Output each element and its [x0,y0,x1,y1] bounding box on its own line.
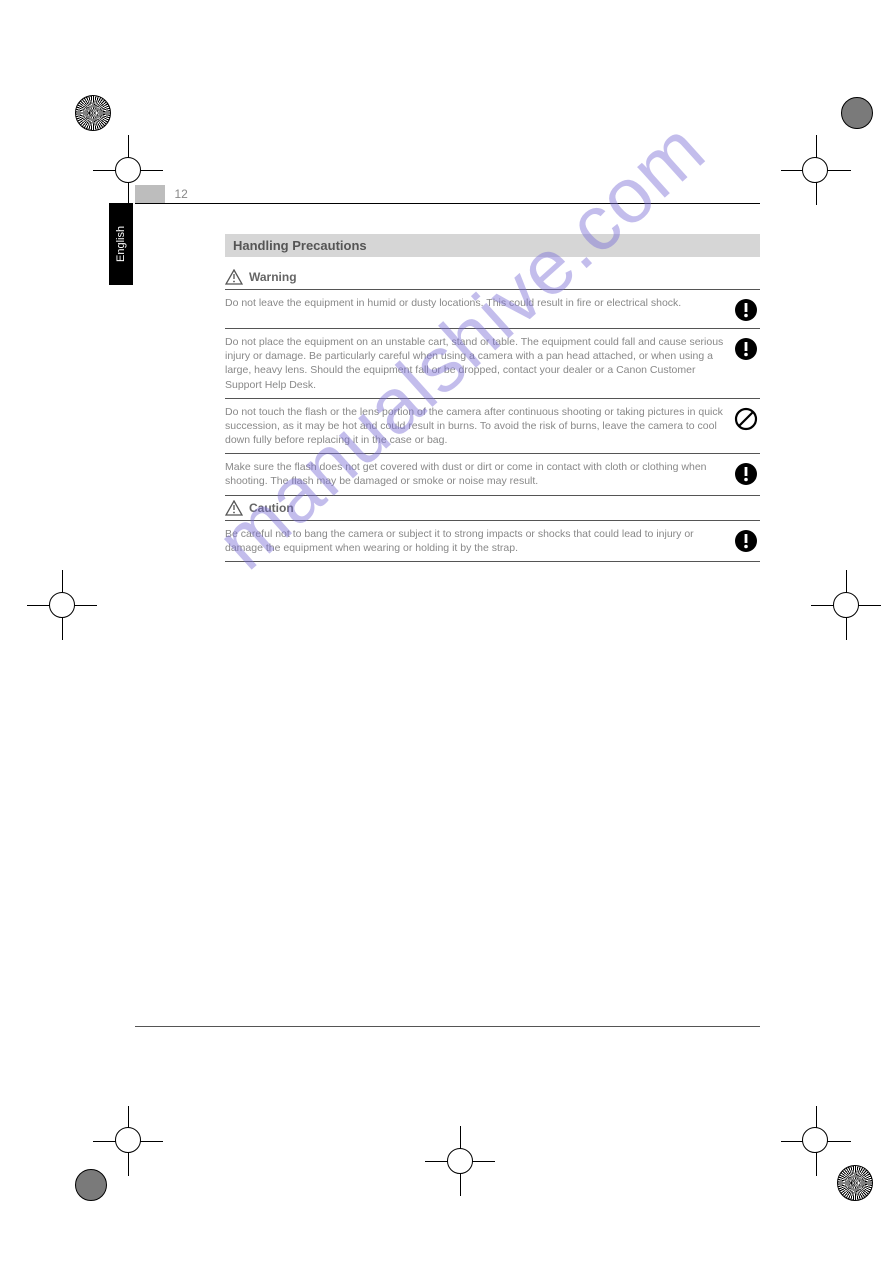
page-content: English 12 Handling Precautions Warning … [135,185,760,562]
mandatory-icon [734,335,760,392]
header-rule: 12 [135,185,760,204]
language-tab: English [109,203,133,285]
mandatory-icon [734,527,760,555]
caution-row: Be careful not to bang the camera or sub… [225,521,760,562]
crop-mark-bottom-left [55,1101,155,1201]
warning-row: Make sure the flash does not get covered… [225,454,760,495]
warning-triangle-icon [225,500,243,516]
section-title: Handling Precautions [225,234,760,257]
warning-text: Do not leave the equipment in humid or d… [225,296,724,322]
footer-rule [135,1026,760,1027]
crop-mark-top-right [773,95,873,195]
prohibit-icon [734,405,760,448]
warning-text: Do not place the equipment on an unstabl… [225,335,724,392]
crop-mark-top-left [55,95,155,195]
warning-label: Warning [249,270,297,284]
warning-triangle-icon [225,269,243,285]
warning-text: Do not touch the flash or the lens porti… [225,405,724,448]
crop-mark-mid-left [22,565,102,645]
warning-row: Do not touch the flash or the lens porti… [225,399,760,455]
mandatory-icon [734,296,760,322]
mandatory-icon [734,460,760,488]
crop-mark-bottom-center [420,1121,500,1201]
warning-row: Do not leave the equipment in humid or d… [225,290,760,329]
caution-header: Caution [225,496,760,521]
caution-label: Caution [249,501,294,515]
warning-header: Warning [225,265,760,290]
warning-text: Make sure the flash does not get covered… [225,460,724,488]
crop-mark-mid-right [791,565,871,645]
crop-mark-bottom-right [773,1101,873,1201]
caution-text: Be careful not to bang the camera or sub… [225,527,724,555]
warning-row: Do not place the equipment on an unstabl… [225,329,760,399]
page-number: 12 [174,187,187,203]
